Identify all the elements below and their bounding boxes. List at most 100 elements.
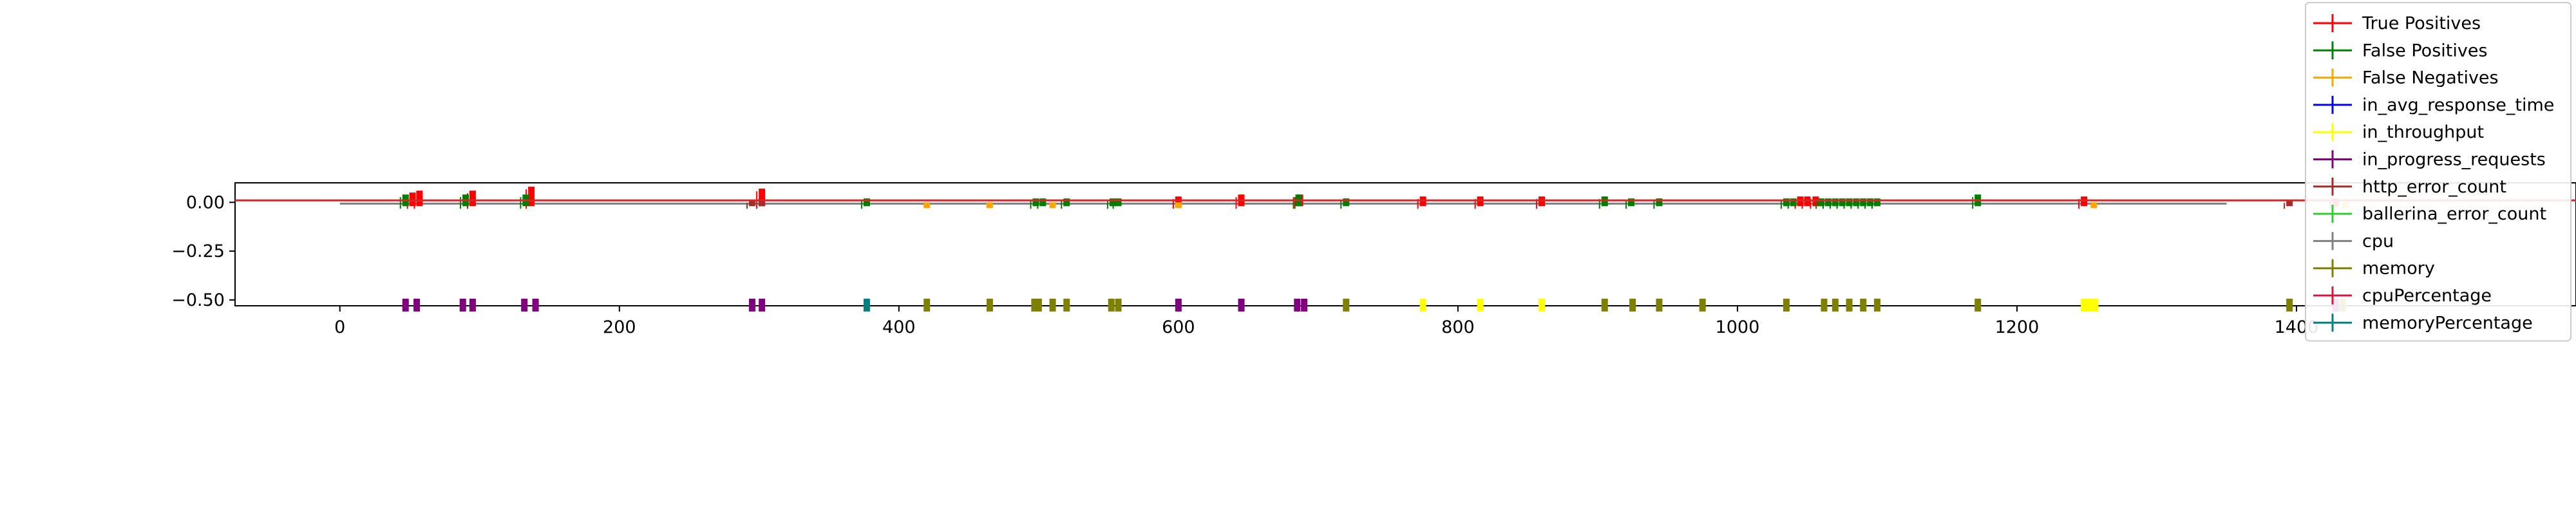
mark-memory bbox=[986, 298, 993, 312]
plot-area: 0.00−0.25−0.50 0 200 400 600 800 1000 1200 1400 bbox=[171, 182, 2576, 337]
legend-label: in_throughput bbox=[2362, 122, 2484, 142]
data-marks bbox=[235, 187, 2576, 312]
mark-false negatives bbox=[1175, 202, 1182, 209]
mark-memory bbox=[1601, 298, 1608, 312]
legend-label: in_progress_requests bbox=[2362, 150, 2546, 170]
mark-in-progress-requests bbox=[748, 298, 755, 312]
mark-in-progress-requests bbox=[1294, 298, 1301, 312]
mark-false positives bbox=[1063, 198, 1070, 207]
mark-in-progress-requests bbox=[413, 298, 421, 312]
x-tick-label: 1000 bbox=[1716, 317, 1760, 337]
legend-box bbox=[2305, 2, 2571, 342]
legend-label: memory bbox=[2362, 259, 2435, 279]
mark-false positives bbox=[1824, 198, 1832, 207]
y-tick-label: −0.25 bbox=[171, 241, 225, 261]
legend-label: http_error_count bbox=[2362, 177, 2506, 197]
x-tick-label: 0 bbox=[334, 317, 345, 337]
mark-false positives bbox=[1832, 198, 1839, 207]
mark-http-error-count bbox=[748, 200, 755, 207]
mark-memory bbox=[1699, 298, 1706, 312]
legend-label: memoryPercentage bbox=[2362, 313, 2533, 333]
mark-memory bbox=[1031, 298, 1038, 312]
mark-false positives bbox=[1846, 198, 1853, 207]
mark-true positives bbox=[416, 191, 423, 207]
mark-true positives bbox=[469, 191, 476, 207]
mark-true positives bbox=[409, 192, 416, 207]
mark-in-progress-requests bbox=[532, 298, 539, 312]
y-axis: 0.00 −0.25 −0.50 bbox=[171, 192, 235, 310]
y-tick-label: −0.50 bbox=[171, 290, 225, 310]
mark-in-throughput bbox=[2081, 298, 2088, 312]
mark-false negatives bbox=[923, 202, 931, 209]
mark-memory bbox=[1108, 298, 1115, 312]
mark-memory bbox=[2286, 298, 2293, 312]
mark-in-progress-requests bbox=[469, 298, 476, 312]
legend-label: in_avg_response_time bbox=[2362, 95, 2554, 115]
mark-false positives bbox=[863, 198, 870, 207]
mark-memory bbox=[1821, 298, 1828, 312]
mark-false positives bbox=[1115, 198, 1122, 207]
mark-false positives bbox=[1818, 198, 1825, 207]
legend-label: ballerina_error_count bbox=[2362, 204, 2546, 224]
legend: True Positives False Positives False Negat… bbox=[2305, 2, 2571, 342]
mark-memory bbox=[1873, 298, 1880, 312]
x-axis: 0 200 400 600 800 1000 1200 1400 bbox=[334, 306, 2318, 337]
mark-memory bbox=[1783, 298, 1790, 312]
mark-false positives bbox=[1783, 198, 1790, 207]
mark-false positives bbox=[1343, 198, 1350, 207]
mark-in-throughput bbox=[1477, 298, 1484, 312]
mark-false positives bbox=[1032, 198, 1039, 207]
x-tick-label: 800 bbox=[1441, 317, 1475, 337]
mark-memorypercentage bbox=[863, 298, 870, 312]
x-tick-label: 200 bbox=[603, 317, 636, 337]
mark-in-progress-requests bbox=[1238, 298, 1245, 312]
mark-memory bbox=[1629, 298, 1636, 312]
mark-memory bbox=[1035, 298, 1042, 312]
mark-http-error-count bbox=[2286, 200, 2293, 207]
mark-memory bbox=[923, 298, 931, 312]
x-tick-label: 600 bbox=[1162, 317, 1195, 337]
mark-false positives bbox=[1867, 198, 1874, 207]
mark-false negatives bbox=[986, 202, 993, 209]
mark-in-progress-requests bbox=[402, 298, 409, 312]
mark-false positives bbox=[1853, 198, 1860, 207]
legend-label: cpu bbox=[2362, 231, 2394, 251]
mark-memory bbox=[1115, 298, 1122, 312]
mark-false positives bbox=[1627, 198, 1634, 207]
mark-false positives bbox=[1656, 198, 1663, 207]
mark-memory bbox=[1832, 298, 1839, 312]
legend-label: False Positives bbox=[2362, 41, 2488, 61]
legend-label: True Positives bbox=[2362, 14, 2481, 33]
mark-false positives bbox=[1860, 198, 1867, 207]
mark-true positives bbox=[528, 187, 535, 207]
mark-false positives bbox=[1039, 198, 1046, 207]
mark-false positives bbox=[1790, 198, 1797, 207]
mark-false negatives bbox=[2090, 202, 2098, 209]
mark-in-throughput bbox=[2086, 298, 2093, 312]
mark-in-throughput bbox=[1419, 298, 1426, 312]
mark-http-error-count bbox=[759, 200, 766, 207]
mark-false positives bbox=[1839, 198, 1846, 207]
mark-in-progress-requests bbox=[459, 298, 466, 312]
mark-in-progress-requests bbox=[1175, 298, 1182, 312]
mark-false negatives bbox=[1049, 202, 1056, 209]
mark-memory bbox=[1860, 298, 1867, 312]
legend-label: cpuPercentage bbox=[2362, 286, 2492, 306]
mark-in-progress-requests bbox=[1301, 298, 1308, 312]
mark-memory bbox=[1975, 298, 1982, 312]
mark-in-throughput bbox=[1539, 298, 1546, 312]
mark-memory bbox=[1049, 298, 1056, 312]
x-tick-label: 400 bbox=[882, 317, 916, 337]
legend-label: False Negatives bbox=[2362, 68, 2499, 88]
mark-in-progress-requests bbox=[759, 298, 766, 312]
mark-true positives bbox=[759, 189, 766, 207]
y-tick-label: 0.00 bbox=[186, 192, 225, 212]
mark-memory bbox=[1343, 298, 1350, 312]
x-tick-label: 1200 bbox=[1995, 317, 2040, 337]
mark-memory bbox=[1063, 298, 1070, 312]
mark-in-progress-requests bbox=[521, 298, 528, 312]
mark-in-throughput bbox=[2092, 298, 2099, 312]
mark-false positives bbox=[1873, 198, 1880, 207]
mark-memory bbox=[1846, 298, 1853, 312]
